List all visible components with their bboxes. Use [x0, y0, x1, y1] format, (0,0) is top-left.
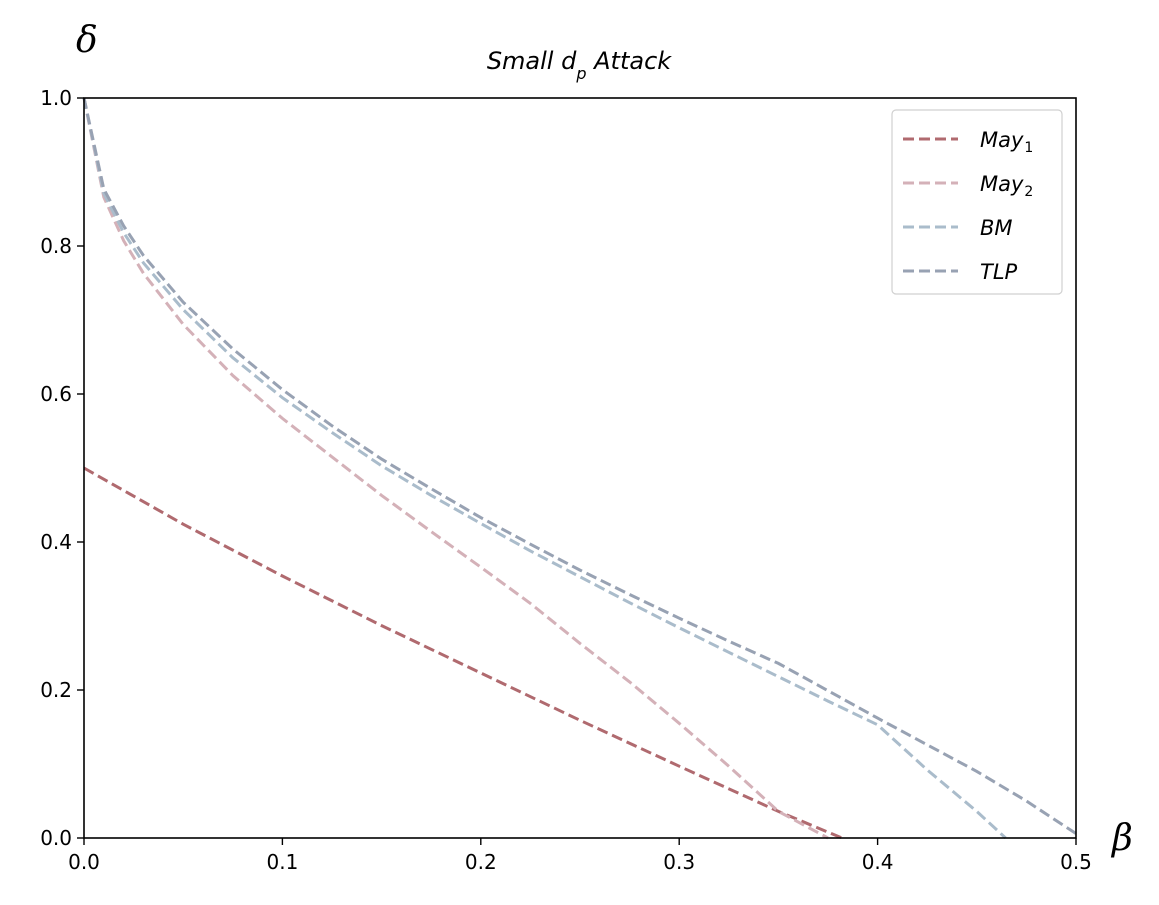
legend-label: TLP [980, 260, 1018, 284]
legend-label: May1 [980, 128, 1033, 156]
y-tick-label: 0.0 [40, 826, 72, 850]
legend-label: May2 [980, 172, 1033, 200]
series-line-may-2 [82, 97, 829, 840]
series-line-tlp [82, 97, 1077, 835]
x-tick-label: 0.2 [465, 850, 497, 874]
ticks-layer: 0.0 0.1 0.2 0.3 0.4 0.5 0.0 0.2 0.4 0.6 0.8 1.0 [40, 86, 1092, 874]
y-axis-symbol: δ [76, 20, 98, 61]
series-layer [82, 97, 1077, 840]
legend-box [891, 109, 1063, 295]
legend: May1 May2 BM TLP [891, 109, 1063, 295]
x-tick-label: 0.5 [1060, 850, 1092, 874]
y-tick-label: 1.0 [40, 86, 72, 110]
series-line-may-1 [83, 466, 843, 840]
chart-title-main: Small d [487, 47, 577, 75]
legend-label: BM [980, 216, 1013, 240]
chart-title-rest: Attack [587, 47, 673, 75]
chart-title: Small dp Attack [487, 47, 672, 83]
y-tick-label: 0.6 [40, 382, 72, 406]
x-tick-label: 0.3 [663, 850, 695, 874]
y-tick-label: 0.8 [40, 234, 72, 258]
x-tick-label: 0.1 [266, 850, 298, 874]
plot-frame [83, 97, 1077, 839]
x-axis-symbol: β [1110, 818, 1133, 859]
x-tick-label: 0.0 [68, 850, 100, 874]
x-tick-label: 0.4 [862, 850, 894, 874]
y-tick-label: 0.4 [40, 530, 72, 554]
chart-title-sub: p [575, 64, 586, 83]
y-tick-label: 0.2 [40, 678, 72, 702]
series-line-bm [82, 97, 1007, 840]
